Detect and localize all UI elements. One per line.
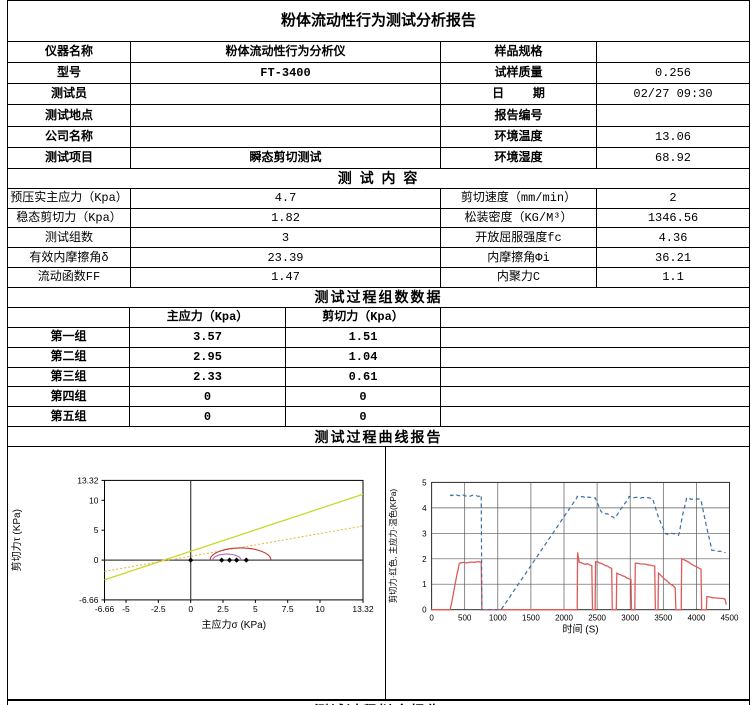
svg-text:0: 0 xyxy=(188,604,193,614)
svg-text:3: 3 xyxy=(422,529,427,538)
svg-text:5: 5 xyxy=(253,604,258,614)
svg-text:1: 1 xyxy=(422,580,427,589)
svg-text:7.5: 7.5 xyxy=(282,604,294,614)
svg-text:时间 (S): 时间 (S) xyxy=(563,623,599,636)
svg-text:4000: 4000 xyxy=(688,614,706,623)
svg-text:2500: 2500 xyxy=(588,614,606,623)
svg-text:2: 2 xyxy=(422,555,427,564)
svg-text:-6.66: -6.66 xyxy=(95,604,115,614)
svg-text:-2.5: -2.5 xyxy=(151,604,166,614)
svg-text:5: 5 xyxy=(94,525,99,535)
svg-text:10: 10 xyxy=(315,604,325,614)
svg-text:13.32: 13.32 xyxy=(77,475,99,485)
svg-text:主应力σ (KPa): 主应力σ (KPa) xyxy=(202,618,267,631)
svg-text:1000: 1000 xyxy=(489,614,507,623)
svg-text:2000: 2000 xyxy=(555,614,573,623)
svg-text:3500: 3500 xyxy=(654,614,672,623)
svg-text:0: 0 xyxy=(422,606,427,615)
svg-text:500: 500 xyxy=(458,614,472,623)
svg-text:0: 0 xyxy=(429,614,434,623)
svg-text:3000: 3000 xyxy=(621,614,639,623)
svg-text:4500: 4500 xyxy=(721,614,739,623)
svg-text:剪切力·红色, 主应力·温色(KPa): 剪切力·红色, 主应力·温色(KPa) xyxy=(388,489,398,604)
svg-text:-6.66: -6.66 xyxy=(79,595,99,605)
svg-text:0: 0 xyxy=(94,555,99,565)
svg-text:4: 4 xyxy=(422,504,427,513)
svg-text:1500: 1500 xyxy=(522,614,540,623)
svg-text:10: 10 xyxy=(89,495,99,505)
svg-text:剪切力τ (KPa): 剪切力τ (KPa) xyxy=(10,509,23,571)
svg-text:-5: -5 xyxy=(122,604,130,614)
svg-text:2.5: 2.5 xyxy=(217,604,229,614)
svg-text:5: 5 xyxy=(422,478,427,487)
svg-text:13.32: 13.32 xyxy=(352,604,374,614)
